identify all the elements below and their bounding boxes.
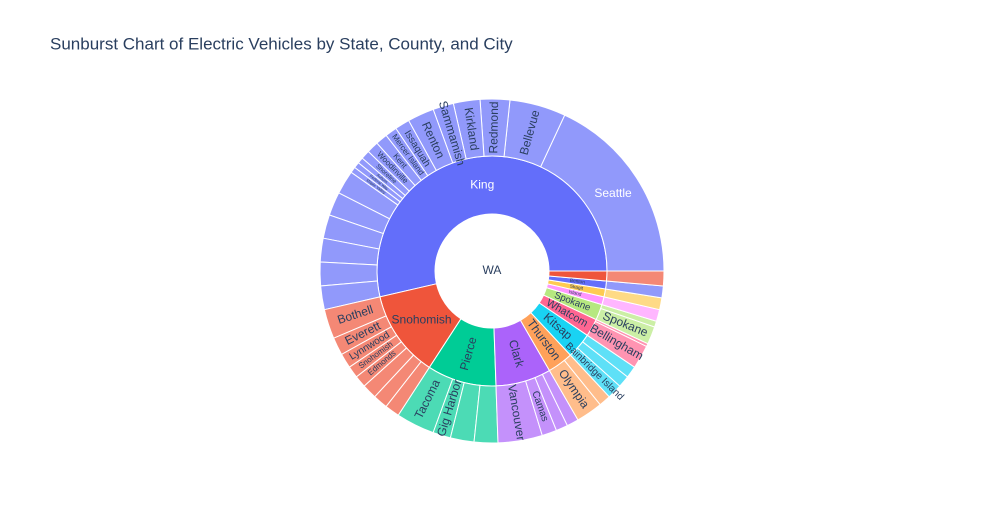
slice-label: Skagit (569, 283, 584, 292)
slice-label: Island (568, 289, 582, 298)
slice-label: King (470, 178, 494, 192)
slice-label: Redmond (486, 101, 501, 153)
slice-label: Kirkland (461, 106, 481, 151)
root-label: WA (483, 263, 502, 277)
chart-title: Sunburst Chart of Electric Vehicles by S… (50, 34, 513, 53)
slice-label: Benton (569, 278, 585, 286)
slice-label: Snohomish (392, 312, 452, 326)
city-slice (606, 270, 665, 287)
slice-label: Seattle (594, 186, 632, 200)
